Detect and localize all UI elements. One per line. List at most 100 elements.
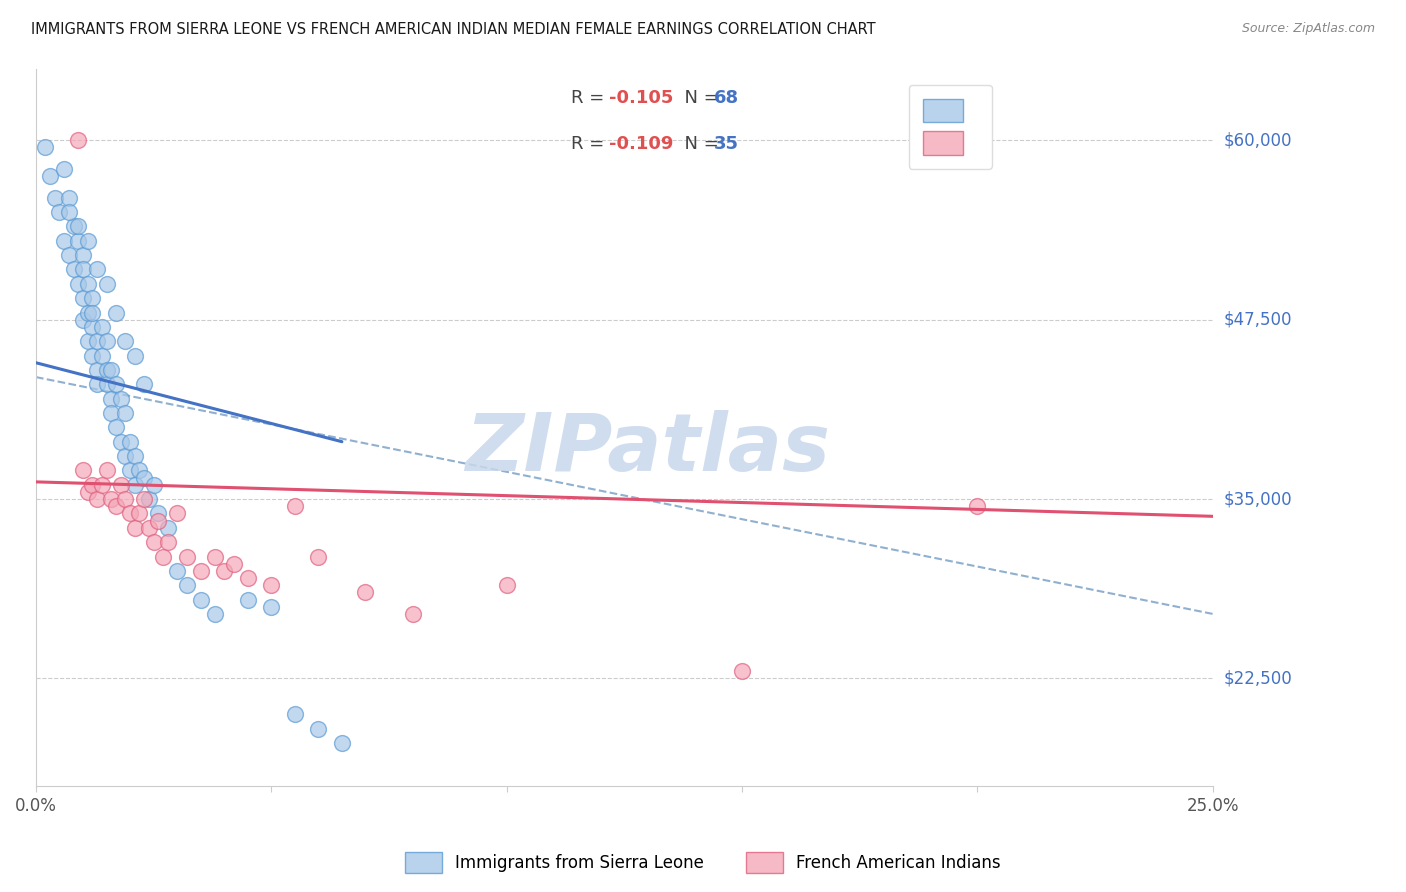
- Point: [156, 535, 179, 549]
- Text: 35: 35: [714, 135, 738, 153]
- Point: [124, 477, 146, 491]
- Point: [86, 363, 108, 377]
- Point: [152, 549, 174, 564]
- Point: [39, 169, 62, 183]
- Point: [90, 319, 112, 334]
- Point: [204, 607, 226, 621]
- Point: [731, 665, 754, 679]
- Point: [62, 219, 84, 234]
- Point: [67, 133, 90, 147]
- Point: [307, 549, 329, 564]
- Point: [110, 477, 132, 491]
- Point: [148, 507, 170, 521]
- Point: [138, 492, 160, 507]
- Text: ZIPatlas: ZIPatlas: [465, 409, 831, 488]
- Text: $60,000: $60,000: [1223, 131, 1292, 149]
- Point: [96, 363, 118, 377]
- Point: [67, 234, 90, 248]
- Text: IMMIGRANTS FROM SIERRA LEONE VS FRENCH AMERICAN INDIAN MEDIAN FEMALE EARNINGS CO: IMMIGRANTS FROM SIERRA LEONE VS FRENCH A…: [31, 22, 876, 37]
- Point: [134, 492, 156, 507]
- Point: [86, 262, 108, 277]
- Point: [120, 463, 142, 477]
- Point: [134, 377, 156, 392]
- Point: [58, 205, 80, 219]
- Point: [67, 277, 90, 291]
- Point: [72, 262, 94, 277]
- Point: [190, 564, 212, 578]
- Point: [236, 592, 259, 607]
- Point: [90, 349, 112, 363]
- Point: [100, 363, 122, 377]
- Point: [204, 549, 226, 564]
- Point: [176, 578, 198, 592]
- Point: [128, 463, 150, 477]
- Point: [72, 312, 94, 326]
- Point: [86, 492, 108, 507]
- Point: [124, 349, 146, 363]
- Point: [284, 500, 307, 514]
- Point: [104, 420, 127, 434]
- Point: [96, 277, 118, 291]
- Point: [114, 449, 136, 463]
- Point: [401, 607, 423, 621]
- Legend: Immigrants from Sierra Leone, French American Indians: Immigrants from Sierra Leone, French Ame…: [399, 846, 1007, 880]
- Text: $47,500: $47,500: [1223, 310, 1292, 328]
- Point: [96, 377, 118, 392]
- Point: [82, 349, 104, 363]
- Point: [100, 492, 122, 507]
- Point: [72, 463, 94, 477]
- Point: [58, 248, 80, 262]
- Point: [138, 521, 160, 535]
- Text: R =: R =: [571, 135, 610, 153]
- Point: [222, 557, 245, 571]
- Point: [96, 463, 118, 477]
- Point: [176, 549, 198, 564]
- Point: [142, 535, 165, 549]
- Point: [100, 406, 122, 420]
- Point: [120, 434, 142, 449]
- Text: $35,000: $35,000: [1223, 490, 1292, 508]
- Point: [124, 521, 146, 535]
- Point: [76, 234, 98, 248]
- Point: [495, 578, 517, 592]
- Point: [62, 262, 84, 277]
- Point: [148, 514, 170, 528]
- Point: [212, 564, 235, 578]
- Point: [284, 707, 307, 722]
- Point: [90, 477, 112, 491]
- Text: $22,500: $22,500: [1223, 670, 1292, 688]
- Point: [124, 449, 146, 463]
- Point: [44, 191, 66, 205]
- Point: [96, 334, 118, 349]
- Point: [53, 161, 76, 176]
- Point: [82, 305, 104, 319]
- Point: [86, 334, 108, 349]
- Point: [86, 377, 108, 392]
- Point: [110, 392, 132, 406]
- Point: [114, 406, 136, 420]
- Point: [110, 434, 132, 449]
- Point: [34, 140, 56, 154]
- Point: [134, 470, 156, 484]
- Point: [260, 578, 283, 592]
- Point: [82, 291, 104, 305]
- Text: 68: 68: [714, 88, 740, 107]
- Point: [76, 484, 98, 499]
- Text: -0.105: -0.105: [609, 88, 673, 107]
- Point: [966, 500, 988, 514]
- Point: [53, 234, 76, 248]
- Point: [100, 392, 122, 406]
- Text: R =: R =: [571, 88, 610, 107]
- Point: [76, 334, 98, 349]
- Point: [67, 219, 90, 234]
- Text: -0.109: -0.109: [609, 135, 673, 153]
- Point: [307, 722, 329, 736]
- Point: [76, 277, 98, 291]
- Point: [156, 521, 179, 535]
- Point: [58, 191, 80, 205]
- Text: Source: ZipAtlas.com: Source: ZipAtlas.com: [1241, 22, 1375, 36]
- Point: [114, 334, 136, 349]
- Point: [120, 507, 142, 521]
- Point: [260, 599, 283, 614]
- Point: [236, 571, 259, 585]
